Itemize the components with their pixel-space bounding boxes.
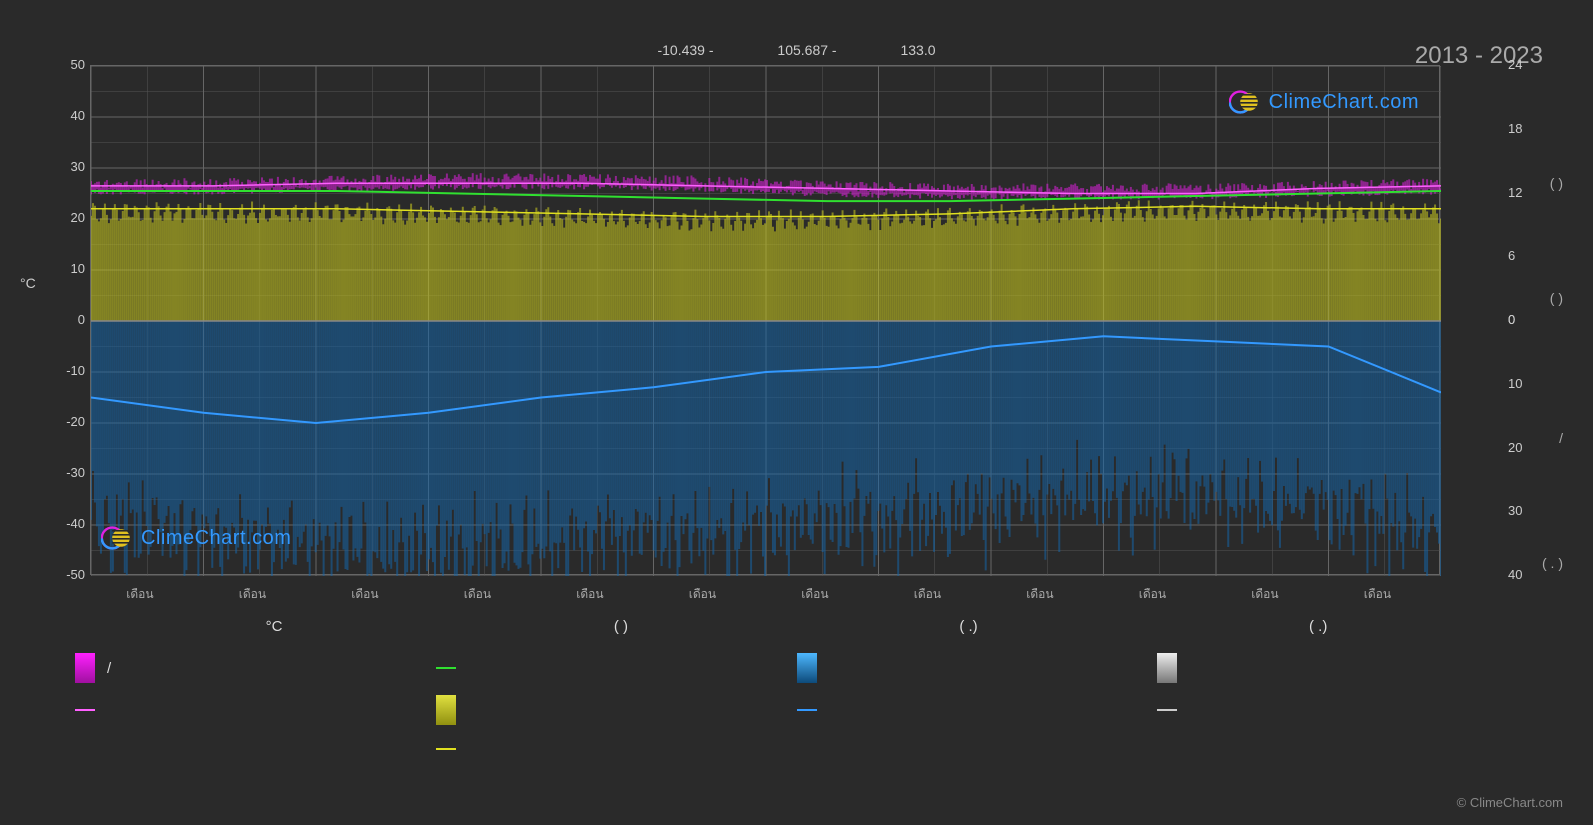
root: -10.439 - 105.687 - 133.0 2013 - 2023 °C… xyxy=(0,0,1593,825)
legend-swatch xyxy=(797,653,817,683)
legend-item xyxy=(436,695,797,725)
x-tick: เดือน xyxy=(914,585,941,604)
legend-swatch xyxy=(797,709,817,711)
right-axis-paren-label: / xyxy=(1559,430,1563,446)
header-coordinates: -10.439 - 105.687 - 133.0 xyxy=(0,42,1593,58)
right-axis-paren-label: ( ) xyxy=(1550,290,1563,306)
logo-text: ClimeChart.com xyxy=(1269,91,1419,114)
legend-item xyxy=(1157,653,1518,683)
x-tick: เดือน xyxy=(351,585,378,604)
x-tick: เดือน xyxy=(1251,585,1278,604)
legend-swatch xyxy=(436,695,456,725)
x-tick: เดือน xyxy=(464,585,491,604)
y-tick-left: -10 xyxy=(50,363,85,378)
y-tick-left: 20 xyxy=(50,210,85,225)
logo-bottom-left: ClimeChart.com xyxy=(101,522,291,554)
x-tick: เดือน xyxy=(1139,585,1166,604)
legend-header: ( ) xyxy=(614,618,628,635)
y-axis-label-left: °C xyxy=(20,275,36,291)
x-tick: เดือน xyxy=(126,585,153,604)
legend-item xyxy=(797,653,1158,683)
legend-item: / xyxy=(75,653,436,683)
legend-header: ( .) xyxy=(1309,618,1327,635)
right-axis-paren-label: ( ) xyxy=(1550,175,1563,191)
y-tick-right: 20 xyxy=(1508,440,1543,455)
legend-item xyxy=(75,695,436,725)
legend-header: °C xyxy=(266,618,283,635)
legend: °C ( ) ( .) ( .) / xyxy=(0,618,1593,773)
chart-svg xyxy=(91,66,1441,576)
legend-item xyxy=(1157,737,1518,761)
y-tick-right: 10 xyxy=(1508,376,1543,391)
y-tick-left: 10 xyxy=(50,261,85,276)
legend-label: / xyxy=(107,660,111,677)
x-tick: เดือน xyxy=(239,585,266,604)
legend-row xyxy=(0,737,1593,761)
x-tick: เดือน xyxy=(689,585,716,604)
legend-item xyxy=(797,695,1158,725)
elevation: 133.0 xyxy=(900,42,935,58)
y-tick-left: -20 xyxy=(50,414,85,429)
longitude: 105.687 - xyxy=(777,42,836,58)
x-tick: เดือน xyxy=(1364,585,1391,604)
legend-swatch xyxy=(436,748,456,750)
legend-row: / xyxy=(0,653,1593,683)
y-tick-right: 6 xyxy=(1508,248,1543,263)
logo-icon xyxy=(101,522,133,554)
legend-item xyxy=(75,737,436,761)
y-tick-right: 18 xyxy=(1508,121,1543,136)
legend-item xyxy=(797,737,1158,761)
legend-item xyxy=(436,653,797,683)
x-tick: เดือน xyxy=(801,585,828,604)
logo-text: ClimeChart.com xyxy=(141,527,291,550)
legend-swatch xyxy=(436,667,456,669)
y-tick-right: 12 xyxy=(1508,185,1543,200)
legend-swatch xyxy=(75,709,95,711)
y-tick-right: 24 xyxy=(1508,57,1543,72)
y-tick-right: 40 xyxy=(1508,567,1543,582)
y-tick-right: 30 xyxy=(1508,503,1543,518)
legend-headers: °C ( ) ( .) ( .) xyxy=(0,618,1593,635)
chart-plot-area: ClimeChart.com ClimeChart.com xyxy=(90,65,1440,575)
legend-item xyxy=(1157,695,1518,725)
legend-swatch xyxy=(75,653,95,683)
legend-swatch xyxy=(1157,709,1177,711)
legend-header: ( .) xyxy=(959,618,977,635)
legend-row xyxy=(0,695,1593,725)
y-tick-left: 30 xyxy=(50,159,85,174)
y-tick-right: 0 xyxy=(1508,312,1543,327)
legend-item xyxy=(436,737,797,761)
logo-top-right: ClimeChart.com xyxy=(1229,86,1419,118)
latitude: -10.439 - xyxy=(657,42,713,58)
x-tick: เดือน xyxy=(1026,585,1053,604)
right-axis-paren-label: ( . ) xyxy=(1542,555,1563,571)
y-tick-left: 40 xyxy=(50,108,85,123)
logo-icon xyxy=(1229,86,1261,118)
y-tick-left: 0 xyxy=(50,312,85,327)
y-tick-left: -30 xyxy=(50,465,85,480)
y-tick-left: -50 xyxy=(50,567,85,582)
x-tick: เดือน xyxy=(576,585,603,604)
y-tick-left: -40 xyxy=(50,516,85,531)
y-tick-left: 50 xyxy=(50,57,85,72)
legend-swatch xyxy=(1157,653,1177,683)
copyright: © ClimeChart.com xyxy=(1457,795,1563,810)
